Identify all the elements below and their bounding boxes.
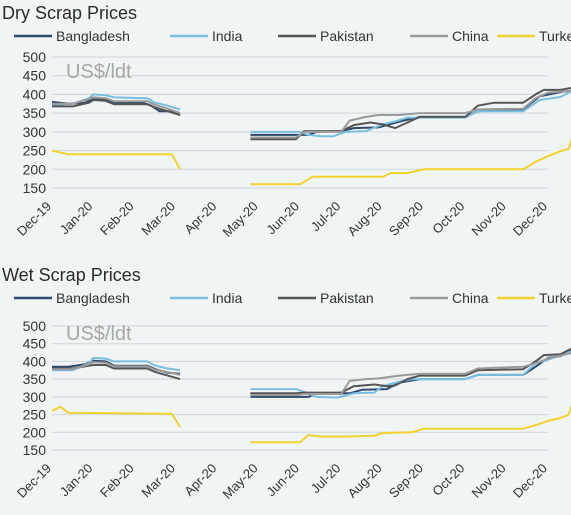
y-tick-label: 450 [23, 336, 47, 352]
series-line-pakistan [52, 99, 181, 116]
series-line-turkey [250, 404, 571, 444]
legend-label-turkey: Turkey [539, 290, 571, 306]
y-tick-label: 350 [23, 105, 47, 121]
unit-label: US$/ldt [66, 61, 132, 83]
series-line-turkey [250, 138, 571, 186]
x-tick-label: Aug-20 [345, 461, 385, 501]
x-tick-label: Jul-20 [308, 199, 344, 235]
x-tick-label: Dec-20 [510, 199, 550, 239]
series-line-turkey [51, 405, 181, 428]
y-tick-label: 400 [23, 86, 47, 102]
series-line-china [250, 89, 571, 139]
y-tick-label: 150 [23, 442, 47, 458]
x-tick-label: Sep-20 [386, 461, 426, 501]
series-line-china [250, 352, 571, 397]
series-line-pakistan [250, 347, 571, 395]
x-tick-label: Feb-20 [97, 461, 137, 501]
y-tick-label: 300 [23, 124, 47, 140]
x-tick-label: Jun-20 [263, 461, 302, 500]
x-tick-label: Jul-20 [308, 461, 344, 497]
x-tick-label: Jan-20 [57, 199, 96, 238]
x-tick-label: Aug-20 [345, 199, 385, 239]
y-tick-label: 450 [23, 68, 47, 84]
series-line-bangladesh [51, 97, 181, 116]
series-line-india [250, 90, 571, 138]
legend-label-pakistan: Pakistan [320, 28, 374, 44]
x-tick-label: Dec-20 [510, 461, 550, 501]
x-tick-label: Feb-20 [97, 199, 137, 239]
legend-label-india: India [212, 290, 243, 306]
series-line-china [52, 361, 181, 376]
unit-label: US$/ldt [66, 323, 132, 345]
y-tick-label: 500 [23, 318, 47, 334]
x-tick-label: Oct-20 [429, 461, 467, 499]
y-tick-label: 350 [23, 371, 47, 387]
y-tick-label: 250 [23, 143, 47, 159]
x-tick-label: Apr-20 [181, 461, 219, 499]
y-tick-label: 200 [23, 161, 47, 177]
x-tick-label: Jan-20 [57, 461, 96, 500]
y-tick-label: 400 [23, 353, 47, 369]
y-tick-label: 250 [23, 407, 47, 423]
x-tick-label: Apr-20 [181, 199, 219, 237]
legend-label-india: India [212, 28, 243, 44]
chart-dry-scrap: Dry Scrap Prices Bangladesh India Pakistan C… [2, 3, 571, 240]
x-tick-label: Sep-20 [386, 199, 426, 239]
series-line-india [250, 350, 571, 399]
x-tick-label: Dec-19 [14, 199, 54, 239]
legend-label-bangladesh: Bangladesh [56, 28, 130, 44]
x-tick-label: Oct-20 [429, 199, 467, 237]
legend-label-pakistan: Pakistan [320, 290, 374, 306]
x-tick-label: Mar-20 [138, 199, 178, 239]
legend-label-bangladesh: Bangladesh [56, 290, 130, 306]
series-line-china [52, 96, 181, 115]
chart-title: Dry Scrap Prices [2, 3, 137, 23]
y-tick-label: 150 [23, 180, 47, 196]
x-tick-label: Nov-20 [469, 199, 509, 239]
x-tick-label: Jun-20 [263, 199, 302, 238]
legend-label-china: China [452, 28, 489, 44]
legend-label-china: China [452, 290, 489, 306]
y-tick-label: 300 [23, 389, 47, 405]
x-tick-label: May-20 [220, 461, 261, 502]
chart-wet-scrap: Wet Scrap Prices Bangladesh India Pakistan C… [2, 265, 571, 502]
x-tick-label: Nov-20 [469, 461, 509, 501]
y-tick-label: 500 [23, 49, 47, 65]
y-tick-label: 200 [23, 424, 47, 440]
series-line-turkey [51, 149, 181, 170]
x-tick-label: May-20 [220, 199, 261, 240]
x-tick-label: Dec-19 [14, 461, 54, 501]
x-tick-label: Mar-20 [138, 461, 178, 501]
chart-title: Wet Scrap Prices [2, 265, 141, 285]
legend-label-turkey: Turkey [539, 28, 571, 44]
